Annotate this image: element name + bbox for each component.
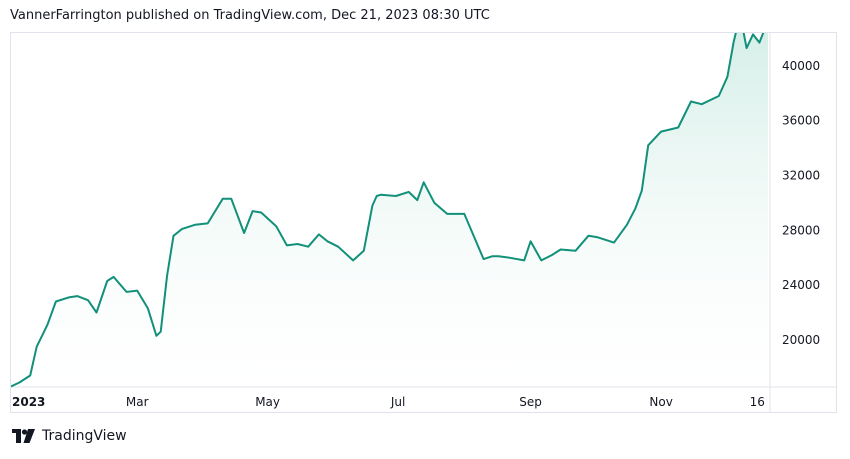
x-tick-label: Nov	[649, 395, 672, 409]
x-tick-label: Jul	[390, 395, 405, 409]
y-tick-label: 32000	[782, 169, 820, 183]
x-tick-label: 16	[750, 395, 765, 409]
footer-brand[interactable]: TradingView	[12, 428, 127, 444]
y-tick-label: 40000	[782, 59, 820, 73]
price-area	[11, 33, 768, 387]
price-chart[interactable]: 20000 24000 28000 32000 36000 40000 2023 Mar Ma…	[11, 33, 836, 412]
y-tick-label: 36000	[782, 114, 820, 128]
tradingview-logo-icon	[12, 429, 35, 443]
x-tick-label: Sep	[519, 395, 542, 409]
x-tick-label: Mar	[126, 395, 149, 409]
x-tick-label: May	[255, 395, 280, 409]
y-tick-label: 20000	[782, 333, 820, 347]
publisher-line: VannerFarrington published on TradingVie…	[10, 8, 490, 23]
y-tick-label: 28000	[782, 223, 820, 237]
chart-frame[interactable]: 20000 24000 28000 32000 36000 40000 2023 Mar Ma…	[10, 32, 837, 413]
brand-name: TradingView	[42, 428, 127, 444]
y-tick-label: 24000	[782, 278, 820, 292]
x-tick-label: 2023	[12, 395, 45, 409]
price-line[interactable]	[11, 33, 768, 388]
